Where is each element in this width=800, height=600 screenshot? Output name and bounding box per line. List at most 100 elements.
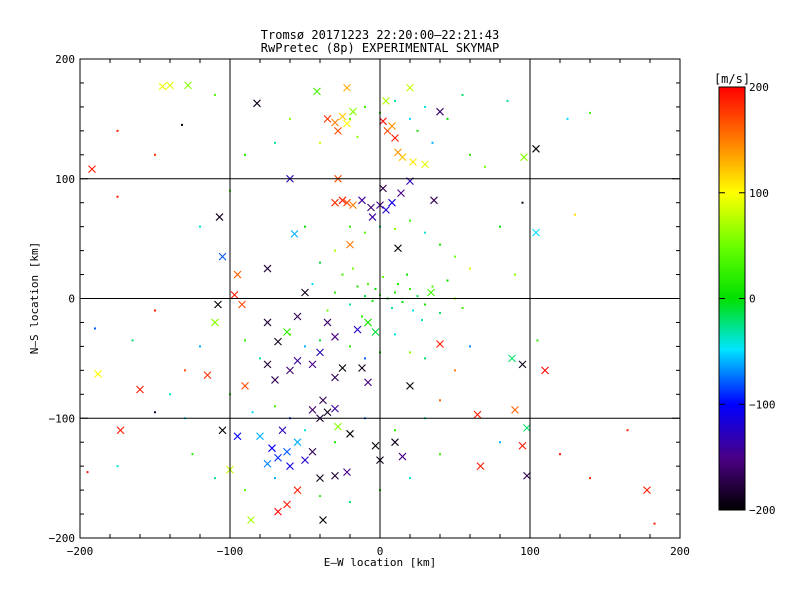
x-tick-labels: −200 −100 0 100 200 [67, 545, 690, 558]
point-dot-marker [409, 477, 411, 480]
point-dot-marker [116, 195, 119, 198]
point-dot-marker [536, 339, 539, 342]
point-x-marker [331, 118, 339, 127]
point-dot-marker [391, 307, 393, 310]
point-x-marker [274, 507, 282, 516]
point-dot-marker [304, 429, 306, 432]
point-x-marker [293, 438, 302, 447]
point-dot-marker [154, 309, 156, 312]
point-x-marker [367, 203, 375, 212]
point-dot-marker [319, 141, 321, 144]
point-x-marker [263, 459, 272, 468]
point-x-marker [203, 371, 212, 380]
point-dot-marker [319, 339, 321, 342]
point-x-marker [343, 198, 351, 207]
point-dot-marker [431, 285, 434, 288]
point-x-marker [308, 360, 317, 369]
point-dot-marker [499, 225, 501, 228]
point-x-marker [343, 468, 351, 477]
point-x-marker [301, 456, 309, 465]
point-dot-marker [352, 267, 354, 270]
point-x-marker [116, 426, 125, 435]
point-dot-marker [364, 105, 366, 108]
point-dot-marker [274, 405, 276, 408]
point-dot-marker [439, 243, 441, 246]
colorbar: [m/s] 200 100 0 −100 −200 [714, 72, 776, 517]
point-x-marker [349, 107, 357, 116]
point-dot-marker [416, 129, 419, 132]
y-tick-label: 200 [55, 53, 75, 66]
point-dot-marker [86, 471, 89, 474]
chart-title: Tromsø 20171223 22:20:00–22:21:43 [260, 28, 500, 42]
point-dot-marker [274, 141, 276, 144]
point-x-marker [263, 264, 272, 273]
colorbar-label: [m/s] [714, 72, 750, 86]
point-x-marker [293, 486, 302, 494]
point-dot-marker [461, 93, 464, 96]
point-x-marker [406, 83, 414, 92]
y-tick-label: 0 [68, 293, 75, 306]
point-x-marker [343, 83, 351, 92]
point-x-marker [388, 198, 396, 207]
point-x-marker [473, 410, 482, 419]
point-x-marker [94, 370, 102, 378]
point-x-marker [346, 240, 354, 249]
point-x-marker [388, 122, 396, 130]
point-dot-marker [461, 307, 464, 310]
point-dot-marker [412, 309, 414, 312]
point-dot-marker [469, 345, 471, 348]
point-dot-marker [214, 477, 216, 480]
point-x-marker [338, 364, 347, 372]
point-x-marker [247, 516, 255, 524]
point-dot-marker [356, 135, 359, 138]
point-dot-marker [454, 255, 456, 258]
point-x-marker [331, 404, 339, 413]
point-dot-marker [349, 345, 351, 348]
point-x-marker [358, 364, 366, 372]
point-dot-marker [406, 273, 408, 276]
point-x-marker [158, 82, 167, 91]
point-dot-marker [394, 333, 396, 336]
point-x-marker [286, 462, 294, 471]
point-dot-marker [274, 477, 276, 480]
point-dot-marker [116, 129, 119, 132]
point-dot-marker [334, 249, 336, 252]
point-x-marker [427, 288, 435, 297]
point-x-marker [368, 213, 377, 221]
point-dot-marker [349, 117, 351, 120]
point-x-marker [286, 366, 294, 375]
point-dot-marker [244, 489, 246, 492]
point-x-marker [274, 453, 282, 462]
point-x-marker [523, 423, 531, 432]
point-dot-marker [131, 339, 134, 342]
point-x-marker [215, 213, 224, 221]
point-dot-marker [566, 117, 569, 120]
colorbar-ticks: 200 100 0 −100 −200 [719, 81, 776, 517]
point-dot-marker [409, 287, 411, 290]
point-x-marker [476, 462, 485, 471]
x-axis-label: E–W location [km] [324, 556, 437, 569]
point-dot-marker [334, 291, 336, 294]
x-tick-label: 0 [377, 545, 384, 558]
point-dot-marker [469, 153, 471, 156]
point-x-marker [256, 432, 264, 441]
point-x-marker [353, 325, 362, 334]
point-dot-marker [416, 295, 419, 298]
point-x-marker [331, 471, 339, 480]
point-x-marker [523, 471, 531, 480]
point-x-marker [253, 99, 261, 108]
point-x-marker [391, 438, 399, 447]
point-dot-marker [499, 441, 501, 444]
point-dot-marker [116, 465, 119, 468]
point-x-marker [541, 366, 549, 375]
point-dot-marker [506, 99, 509, 102]
point-x-marker [233, 270, 242, 279]
colorbar-tick-label: 100 [749, 187, 769, 200]
point-x-marker [394, 244, 402, 253]
point-dot-marker [374, 287, 377, 290]
point-x-marker [364, 318, 372, 327]
point-dot-marker [394, 291, 396, 294]
point-dot-marker [169, 393, 171, 396]
point-x-marker [88, 165, 96, 174]
